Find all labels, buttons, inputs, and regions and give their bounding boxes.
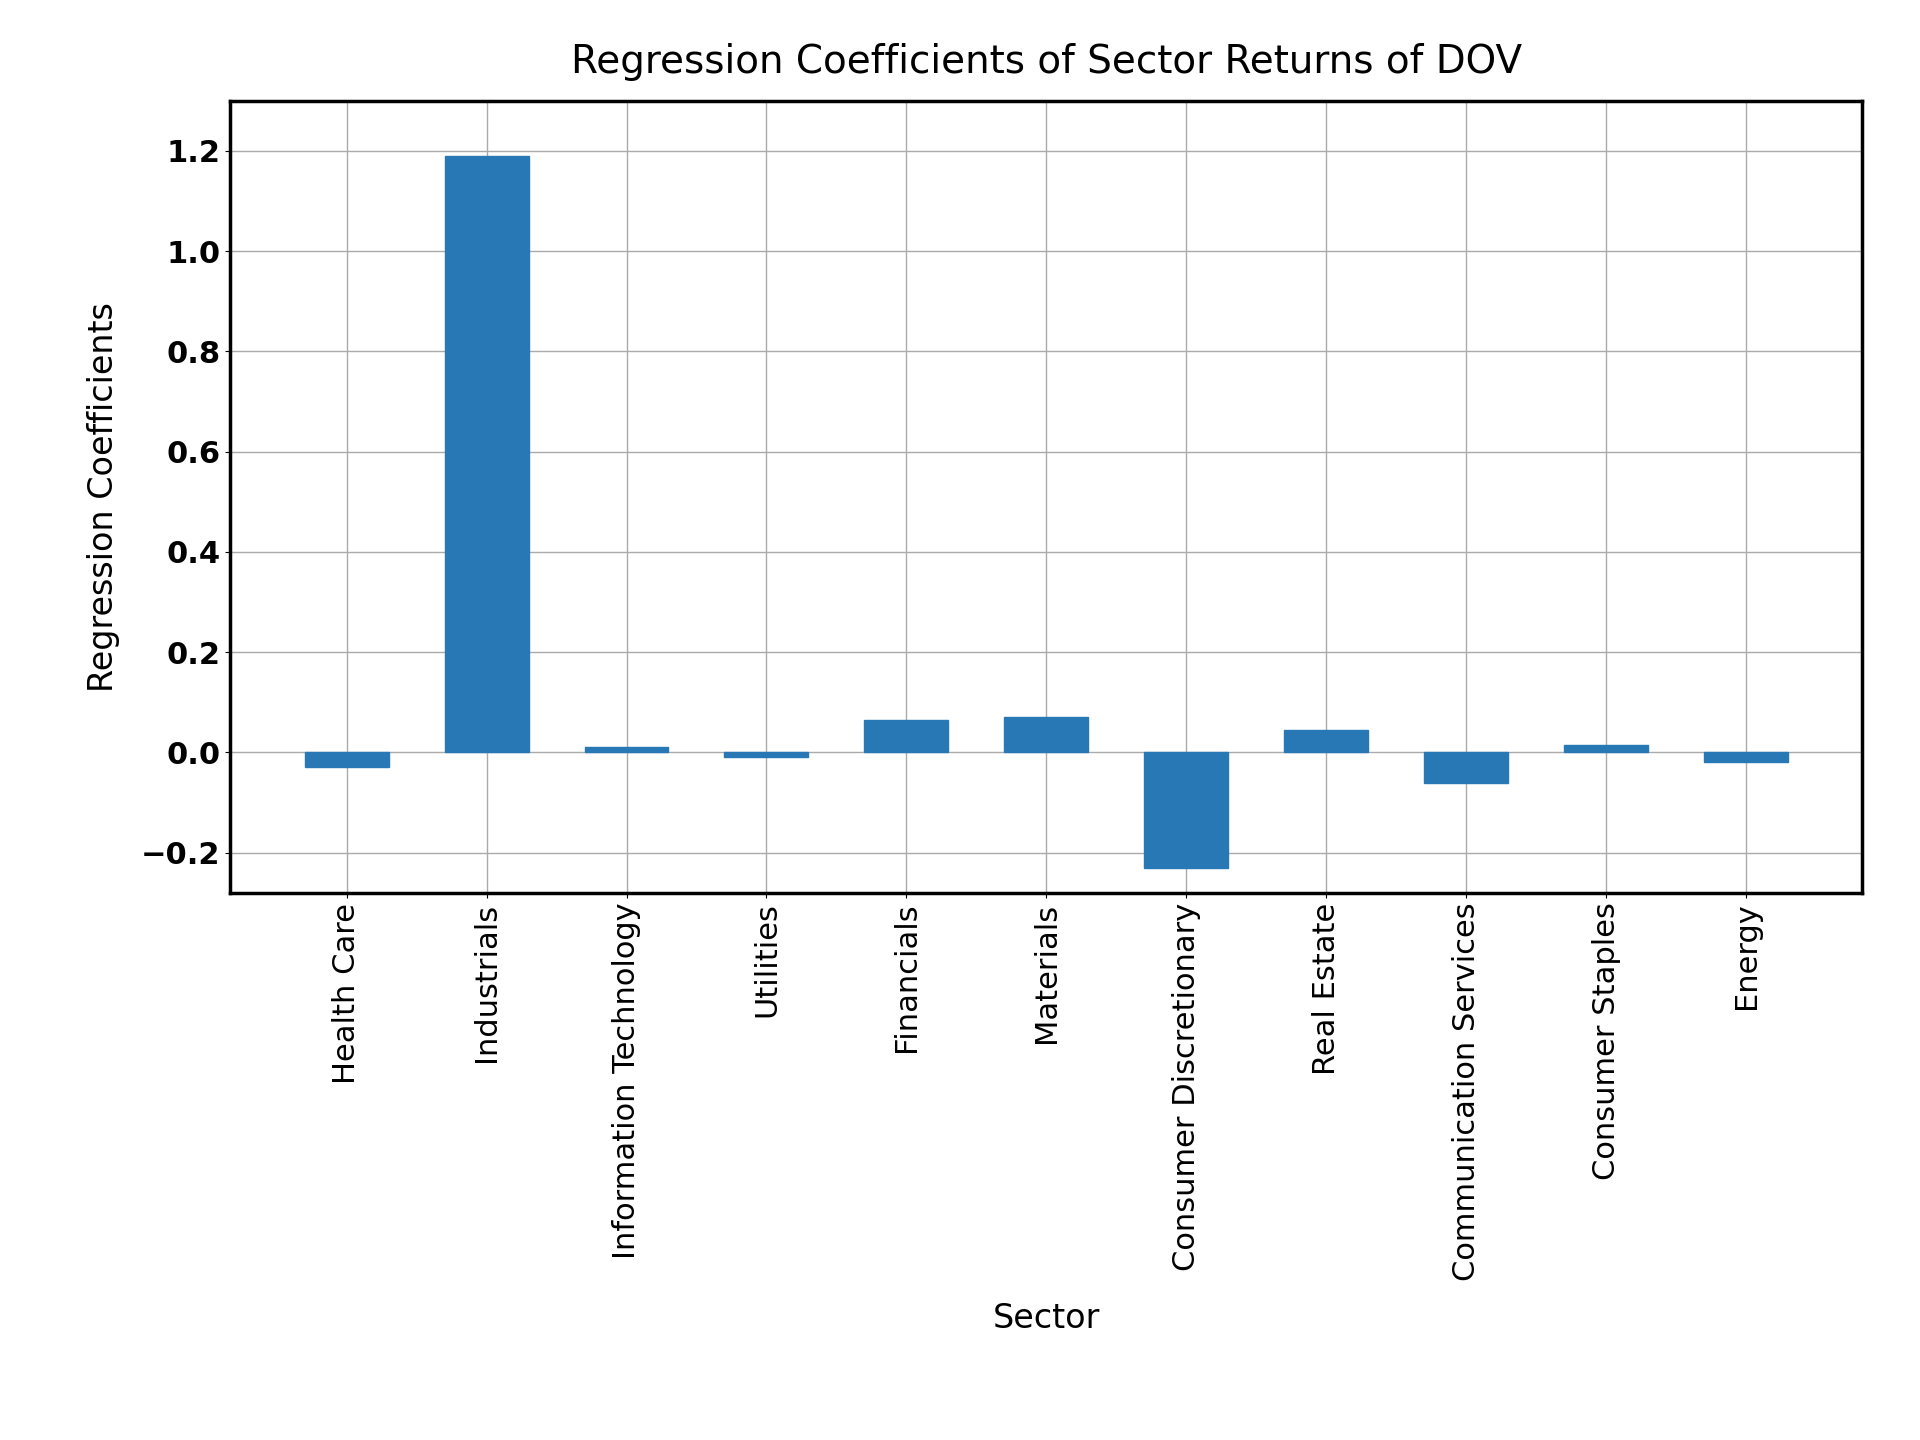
X-axis label: Sector: Sector xyxy=(993,1302,1100,1335)
Bar xyxy=(584,747,668,753)
Bar xyxy=(1144,753,1229,868)
Bar xyxy=(1705,753,1788,762)
Bar xyxy=(1565,744,1647,753)
Bar xyxy=(305,753,388,768)
Bar xyxy=(1425,753,1509,782)
Title: Regression Coefficients of Sector Returns of DOV: Regression Coefficients of Sector Return… xyxy=(570,43,1523,81)
Bar xyxy=(445,156,528,753)
Bar xyxy=(1004,717,1089,753)
Y-axis label: Regression Coefficients: Regression Coefficients xyxy=(86,302,121,691)
Bar xyxy=(864,720,948,753)
Bar xyxy=(1284,730,1369,753)
Bar xyxy=(724,753,808,757)
